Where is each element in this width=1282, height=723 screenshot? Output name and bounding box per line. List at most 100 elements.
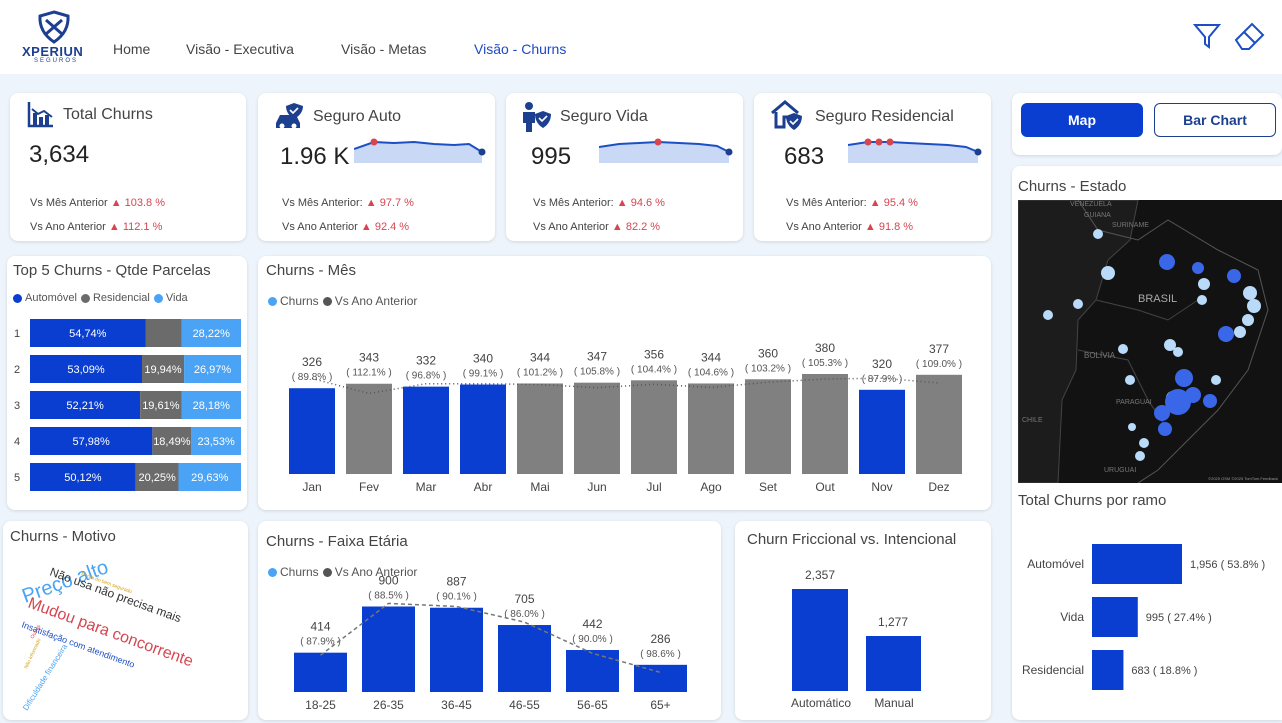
filter-icon[interactable] (1192, 22, 1222, 50)
bar-value-label: 340 (473, 352, 493, 366)
segment-automóvel (30, 391, 141, 419)
card-title: Churn Friccional vs. Intencional (747, 531, 957, 548)
word-cloud: Preço alto Mudou para concorrente Não us… (19, 556, 195, 712)
segment-label: 23,53% (198, 436, 236, 448)
bar-value-label: 442 (582, 617, 602, 631)
kpi-value: 995 (531, 143, 572, 170)
bar-value-label: 380 (815, 341, 835, 355)
bar-pct-label: ( 90.1% ) (436, 592, 477, 603)
sparkline (354, 138, 486, 163)
axis-label: Jul (646, 480, 661, 494)
bar-manual (866, 636, 921, 691)
eraser-icon[interactable] (1232, 18, 1268, 52)
bar-value-label: 344 (530, 350, 550, 364)
bar-value-label: 320 (872, 357, 892, 371)
brand-tagline: SEGUROS (34, 58, 79, 64)
map-label: SURINAME (1112, 222, 1149, 229)
churns-map[interactable]: VENEZUELA GUIANA SURINAME BRASIL BOLÍVIA… (1018, 200, 1282, 483)
axis-label: Mar (416, 480, 437, 494)
bar-jun (574, 382, 620, 474)
bar-chart-button[interactable]: Bar Chart (1154, 103, 1276, 137)
segment-label: 57,98% (73, 436, 111, 448)
monthly-bar-chart: 326 ( 89.8% ) Jan 343 ( 112.1% ) Fev 332 ( 96.8… (289, 341, 962, 494)
motivo-card: Churns - Motivo Preço alto Mudou para co… (3, 521, 248, 720)
bar-pct-label: ( 103.2% ) (745, 363, 791, 374)
bar-fev (346, 383, 392, 474)
bar-chart-icon (27, 102, 53, 128)
bar-36-45 (430, 607, 483, 692)
legend: Churns Vs Ano Anterior (268, 565, 417, 579)
bar-value-label: 356 (644, 347, 664, 361)
kpi-card-seguro-auto: Seguro Auto 1.96 K Vs Mês Anterior: ▲ 97… (258, 93, 495, 241)
axis-label: Jan (302, 480, 321, 494)
bar-out (802, 374, 848, 474)
segment-vida (181, 319, 241, 347)
bar-value-label: 900 (378, 574, 398, 588)
map-button[interactable]: Map (1021, 103, 1143, 137)
bar-pct-label: ( 99.1% ) (463, 369, 504, 380)
card-title: Churns - Estado (1018, 178, 1127, 195)
kpi-yoy: Vs Ano Anterior ▲ 91.8 % (786, 221, 914, 233)
segment-label: 52,21% (66, 400, 104, 412)
bar-value-label: 347 (587, 350, 607, 364)
segment-label: 28,18% (193, 400, 231, 412)
axis-label: 18-25 (305, 698, 336, 712)
yoy-line (320, 602, 661, 674)
segment-label: 19,61% (142, 400, 180, 412)
brand-name: XPERIUN (22, 44, 84, 59)
segment-residencial (152, 427, 192, 455)
bar-value-label: 2,357 (805, 568, 835, 582)
friccional-bar-chart: 2,357 1,277 Automático Manual (791, 568, 921, 710)
car-shield-icon (276, 103, 303, 129)
bar-mar (403, 386, 449, 474)
map-label: BOLÍVIA (1084, 351, 1116, 360)
segment-residencial (140, 391, 182, 419)
bar-pct-label: ( 98.6% ) (640, 649, 681, 660)
bar-46-55 (498, 625, 551, 692)
legend-item: Churns (280, 565, 319, 579)
axis-label: Dez (928, 480, 949, 494)
segment-label: 28,22% (193, 328, 231, 340)
nav-visao-metas[interactable]: Visão - Metas (341, 41, 427, 57)
kpi-mom: Vs Mês Anterior: ▲ 97.7 % (282, 197, 414, 209)
kpi-value: 3,634 (29, 141, 90, 168)
axis-label: Automático (791, 696, 851, 710)
segment-automóvel (30, 427, 153, 455)
bar-pct-label: ( 109.0% ) (916, 359, 962, 370)
kpi-value: 683 (784, 143, 825, 170)
bar-value-label: 683 ( 18.8% ) (1131, 665, 1197, 677)
kpi-card-seguro-vida: Seguro Vida 995 Vs Mês Anterior: ▲ 94.6 … (506, 93, 743, 241)
axis-label: Mai (530, 480, 549, 494)
bar-jan (289, 388, 335, 474)
bar-dez (916, 374, 962, 474)
segment-automóvel (30, 319, 146, 347)
segment-label: 50,12% (64, 472, 102, 484)
legend: Automóvel Residencial Vida (13, 292, 188, 304)
segment-vida (184, 355, 241, 383)
friccional-card: Churn Friccional vs. Intencional 2,357 1… (735, 521, 991, 720)
kpi-mom: Vs Mês Anterior: ▲ 95.4 % (786, 197, 918, 209)
bar-26-35 (362, 606, 415, 692)
nav-visao-executiva[interactable]: Visão - Executiva (186, 41, 294, 57)
bar-mai (517, 383, 563, 474)
bar-value-label: 360 (758, 346, 778, 360)
nav-home[interactable]: Home (113, 41, 151, 57)
bar-18-25 (294, 652, 347, 692)
axis-label: Jun (587, 480, 606, 494)
nav-visao-churns[interactable]: Visão - Churns (474, 41, 567, 57)
kpi-card-seguro-residencial: Seguro Residencial 683 Vs Mês Anterior: … (754, 93, 991, 241)
view-toggle-card: Map Bar Chart (1012, 93, 1282, 155)
axis-label: 46-55 (509, 698, 540, 712)
bar-pct-label: ( 88.5% ) (368, 591, 409, 602)
segment-automóvel (30, 463, 136, 491)
segment-label: 54,74% (69, 328, 107, 340)
legend: Churns Vs Ano Anterior (268, 294, 417, 308)
axis-label: Set (759, 480, 778, 494)
segment-label: 20,25% (138, 472, 176, 484)
kpi-title: Total Churns (63, 106, 153, 123)
segment-residencial (135, 463, 179, 491)
kpi-yoy: Vs Ano Anterior ▲ 112.1 % (30, 221, 163, 233)
kpi-title: Seguro Vida (560, 108, 648, 125)
axis-label: Manual (874, 696, 913, 710)
bar-pct-label: ( 87.9% ) (300, 637, 341, 648)
